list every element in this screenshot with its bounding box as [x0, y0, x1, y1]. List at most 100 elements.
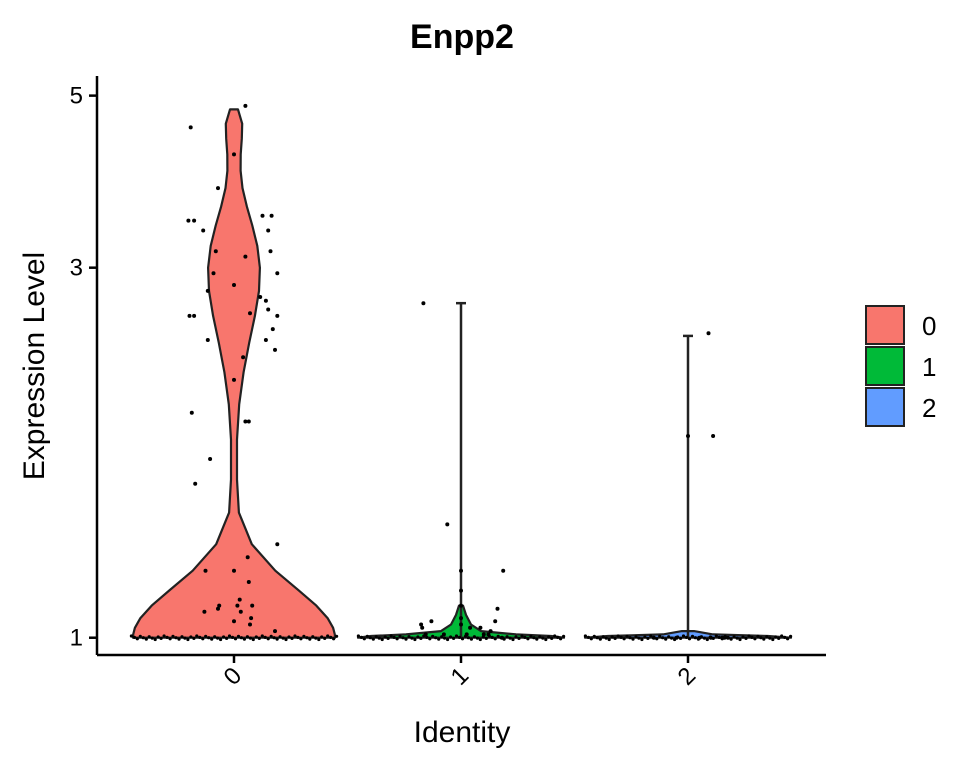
- data-point: [263, 298, 268, 303]
- data-point: [251, 637, 255, 642]
- data-point: [711, 434, 716, 438]
- data-point: [484, 636, 488, 641]
- data-point: [141, 636, 145, 640]
- data-point: [386, 636, 390, 641]
- data-point: [201, 637, 205, 641]
- data-point: [762, 637, 766, 641]
- data-point: [604, 636, 608, 640]
- data-point: [598, 637, 602, 641]
- data-point: [759, 636, 763, 640]
- data-point: [232, 377, 236, 382]
- data-point: [434, 636, 438, 640]
- data-point: [661, 636, 665, 640]
- data-point: [263, 338, 268, 342]
- data-point: [511, 637, 515, 642]
- data-point: [232, 152, 236, 157]
- data-point: [676, 635, 680, 639]
- data-point: [508, 636, 512, 640]
- data-point: [243, 254, 248, 259]
- data-point: [329, 635, 333, 640]
- data-point: [332, 637, 336, 641]
- data-point: [407, 635, 411, 639]
- data-point: [266, 228, 271, 233]
- data-point: [628, 636, 632, 640]
- data-point: [466, 636, 470, 640]
- data-point: [693, 636, 698, 640]
- data-point: [553, 634, 557, 638]
- data-point: [493, 619, 498, 624]
- data-point: [299, 637, 303, 641]
- data-point: [478, 625, 483, 630]
- data-point: [380, 637, 384, 642]
- data-point: [459, 588, 463, 593]
- data-point: [147, 635, 151, 639]
- data-point: [459, 603, 463, 608]
- x-tick-label: 2: [673, 662, 702, 691]
- data-point: [222, 635, 226, 639]
- data-point: [765, 635, 769, 639]
- data-point: [239, 636, 243, 640]
- data-point: [273, 347, 277, 352]
- data-point: [726, 636, 730, 640]
- data-point: [449, 635, 453, 639]
- data-point: [592, 634, 596, 638]
- data-point: [777, 636, 781, 641]
- data-point: [547, 635, 551, 639]
- data-point: [171, 634, 175, 638]
- data-point: [270, 327, 275, 332]
- data-point: [487, 634, 491, 638]
- data-point: [168, 637, 172, 641]
- data-point: [308, 637, 312, 641]
- chart-title: Enpp2: [410, 18, 514, 56]
- data-point: [246, 419, 251, 424]
- data-point: [395, 637, 399, 641]
- data-point: [260, 213, 265, 218]
- data-point: [238, 609, 243, 614]
- data-point: [362, 637, 366, 641]
- data-point: [213, 635, 217, 639]
- data-point: [706, 331, 711, 336]
- data-point: [673, 637, 677, 642]
- data-point: [723, 634, 727, 638]
- data-point: [389, 634, 393, 638]
- violin-0: [131, 108, 337, 639]
- data-point: [232, 619, 236, 624]
- data-point: [269, 213, 274, 218]
- data-point: [514, 635, 518, 639]
- data-point: [243, 103, 248, 108]
- data-point: [684, 635, 689, 640]
- data-point: [717, 635, 721, 640]
- data-point: [493, 637, 497, 641]
- data-point: [652, 635, 656, 640]
- data-point: [421, 301, 426, 306]
- data-point: [359, 635, 363, 640]
- data-point: [622, 637, 626, 641]
- data-point: [437, 637, 441, 641]
- data-point: [216, 636, 220, 640]
- data-point: [753, 637, 757, 641]
- data-point: [374, 635, 378, 639]
- data-point: [249, 616, 254, 621]
- data-point: [208, 457, 213, 461]
- data-point: [195, 634, 199, 638]
- data-point: [658, 634, 662, 638]
- legend-label-1: 1: [922, 352, 936, 382]
- data-point: [392, 635, 396, 640]
- data-point: [786, 637, 790, 641]
- data-point: [422, 634, 426, 638]
- data-point: [275, 313, 280, 318]
- data-point: [459, 568, 463, 573]
- data-point: [302, 634, 306, 638]
- data-point: [356, 634, 360, 638]
- data-point: [720, 637, 724, 641]
- data-point: [490, 635, 494, 640]
- data-point: [205, 288, 210, 293]
- data-point: [502, 637, 506, 641]
- data-point: [335, 634, 339, 638]
- data-point: [211, 271, 216, 276]
- data-point: [153, 637, 157, 642]
- data-point: [236, 634, 241, 638]
- x-axis-title: Identity: [414, 716, 511, 749]
- data-point: [201, 228, 206, 233]
